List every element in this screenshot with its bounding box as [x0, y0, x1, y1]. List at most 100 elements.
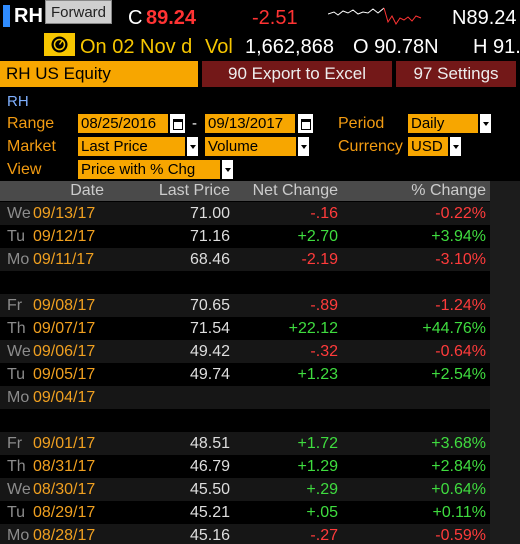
last-price: 46.79 — [189, 458, 230, 475]
pct-change: +3.68% — [431, 435, 486, 452]
day: We — [7, 343, 31, 360]
clock-svg — [51, 36, 68, 53]
pct-change: +3.94% — [431, 228, 486, 245]
table-row: Mo 09/11/17 68.46 -2.19 -3.10% — [0, 248, 490, 271]
net-change: +.29 — [306, 481, 338, 498]
price-table: Date Last Price Net Change % Change We 09/13/… — [0, 181, 490, 544]
period-select[interactable]: Daily — [408, 114, 478, 133]
currency-select[interactable]: USD — [408, 137, 448, 156]
table-row — [0, 409, 490, 432]
period-label: Period — [338, 115, 385, 132]
table-row: Tu 09/05/17 49.74 +1.23 +2.54% — [0, 363, 490, 386]
calendar-icon[interactable] — [298, 114, 313, 133]
key: 97 — [413, 64, 433, 83]
day: We — [7, 205, 31, 222]
dropdown-arrow[interactable] — [187, 137, 198, 156]
view-select[interactable]: Price with % Chg — [78, 160, 220, 179]
volume: 1,662,868 — [245, 36, 334, 58]
net-change: +2.70 — [297, 228, 338, 245]
net-change: +1.23 — [297, 366, 338, 383]
dropdown-arrow[interactable] — [480, 114, 491, 133]
market2-select[interactable]: Volume — [205, 137, 296, 156]
table-row: Mo 09/04/17 — [0, 386, 490, 409]
date: 08/28/17 — [33, 527, 96, 544]
open: O 90.78N — [353, 36, 439, 58]
settings-button[interactable]: 97 Settings — [396, 61, 516, 87]
last-price: 45.16 — [189, 527, 230, 544]
table-row: We 09/13/17 71.00 -.16 -0.22% — [0, 202, 490, 225]
dropdown-arrow[interactable] — [298, 137, 309, 156]
last-price: 70.65 — [189, 297, 230, 314]
pct-change: +0.11% — [432, 504, 486, 521]
date: 09/01/17 — [33, 435, 96, 452]
day: Fr — [7, 297, 23, 314]
column-header: % Change — [411, 182, 486, 199]
day: Tu — [7, 228, 26, 245]
date: 08/29/17 — [33, 504, 96, 521]
table-row: Mo 08/28/17 45.16 -.27 -0.59% — [0, 524, 490, 544]
end-date[interactable]: 09/13/2017 — [205, 114, 295, 133]
table-row: Fr 09/08/17 70.65 -.89 -1.24% — [0, 294, 490, 317]
security-bar[interactable]: RH US Equity — [0, 61, 198, 87]
net-change: +22.12 — [288, 320, 338, 337]
column-header: Date — [70, 182, 104, 199]
day: Th — [7, 320, 26, 337]
close-label: C — [128, 7, 143, 29]
table-row: We 09/06/17 49.42 -.32 -0.64% — [0, 340, 490, 363]
dropdown-arrow[interactable] — [450, 137, 461, 156]
last-price: 71.16 — [189, 228, 230, 245]
net-change: -.89 — [310, 297, 338, 314]
net-change: -.27 — [310, 527, 338, 544]
column-header: Net Change — [252, 182, 338, 199]
calendar-icon[interactable] — [170, 114, 185, 133]
vol-label: Vol — [205, 36, 233, 58]
high: H 91. — [473, 36, 520, 58]
table-row — [0, 271, 490, 294]
last-price: 68.46 — [189, 251, 230, 268]
net-change: +1.29 — [297, 458, 338, 475]
table-row: Th 08/31/17 46.79 +1.29 +2.84% — [0, 455, 490, 478]
date-label: On 02 Nov d — [80, 36, 193, 58]
last-price: 48.51 — [189, 435, 230, 452]
net-change: -.32 — [310, 343, 338, 360]
tooltip: Forward — [45, 0, 112, 24]
table-header: Date Last Price Net Change % Change — [0, 181, 490, 201]
day: Mo — [7, 251, 30, 268]
dropdown-arrow[interactable] — [222, 160, 233, 179]
price: 89.24 — [146, 7, 197, 29]
key: 90 — [228, 64, 247, 83]
market-select[interactable]: Last Price — [78, 137, 185, 156]
column-header: Last Price — [158, 182, 230, 199]
net-change: -2.19 — [301, 251, 338, 268]
pct-change: +44.76% — [422, 320, 486, 337]
ticker: RH — [14, 5, 43, 27]
table-row: Fr 09/01/17 48.51 +1.72 +3.68% — [0, 432, 490, 455]
label: Export to Excel — [251, 64, 366, 83]
date: 08/31/17 — [33, 458, 96, 475]
day: Mo — [7, 527, 30, 544]
day: Fr — [7, 435, 23, 452]
last-price: 71.54 — [189, 320, 230, 337]
day: Tu — [7, 366, 26, 383]
pct-change: -3.10% — [435, 251, 486, 268]
day: Tu — [7, 504, 26, 521]
label: Settings — [437, 64, 499, 83]
market-label: Market — [7, 138, 56, 155]
view-label: View — [7, 161, 42, 178]
last-price: 45.50 — [189, 481, 230, 498]
date: 09/07/17 — [33, 320, 96, 337]
pct-change: +2.84% — [431, 458, 486, 475]
currency-label: Currency — [338, 138, 403, 155]
date: 09/04/17 — [33, 389, 96, 406]
clock-icon[interactable] — [44, 33, 75, 56]
day: Mo — [7, 389, 30, 406]
export-button[interactable]: 90 Export to Excel — [202, 61, 392, 87]
date: 09/11/17 — [33, 251, 95, 268]
table-row: Th 09/07/17 71.54 +22.12 +44.76% — [0, 317, 490, 340]
last-price: 71.00 — [189, 205, 230, 222]
sparkline — [328, 7, 422, 25]
date: 09/06/17 — [33, 343, 96, 360]
dash: - — [192, 115, 197, 132]
start-date[interactable]: 08/25/2016 — [78, 114, 168, 133]
